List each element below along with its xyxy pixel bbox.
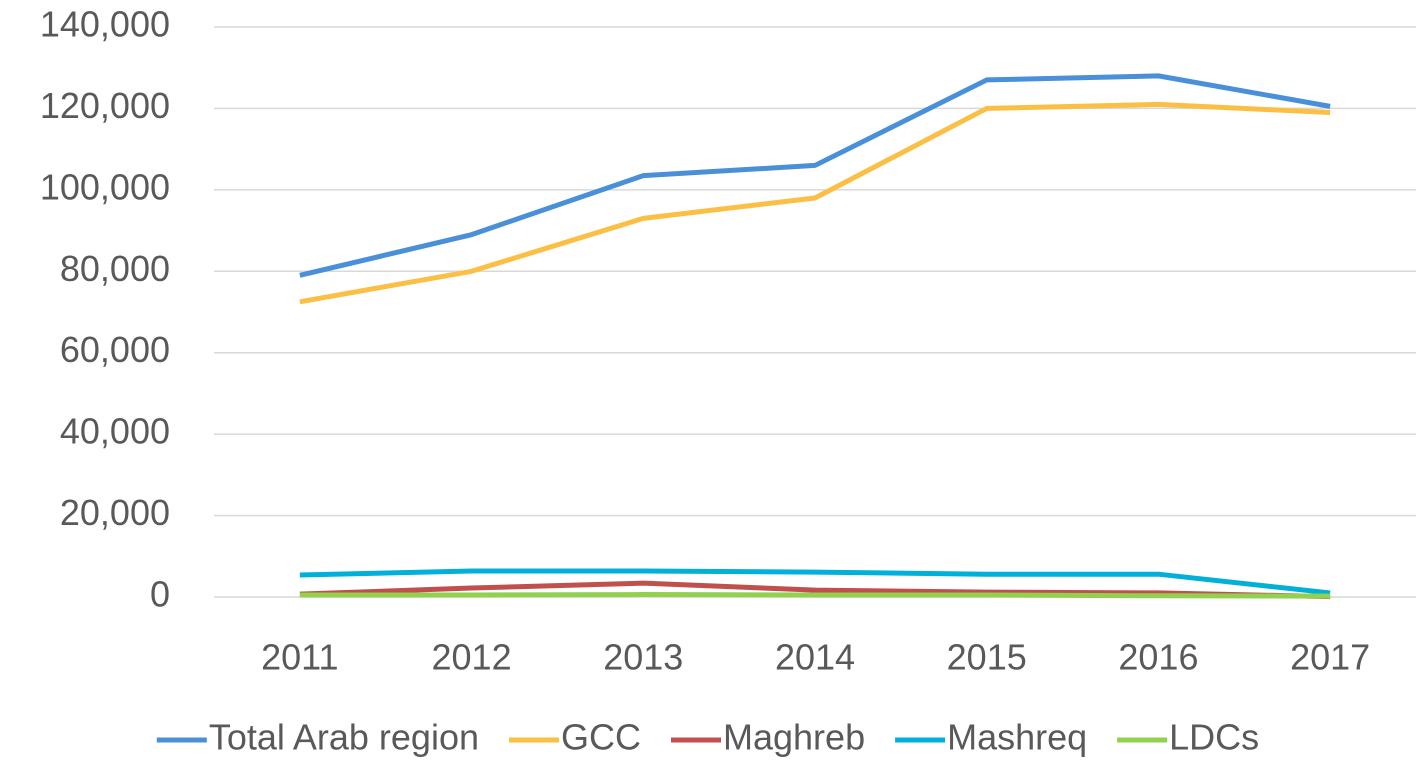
x-tick-label: 2017 (1290, 637, 1370, 678)
y-tick-label: 0 (150, 574, 170, 615)
x-tick-label: 2011 (261, 637, 338, 678)
x-tick-label: 2013 (603, 637, 683, 678)
legend-label: Maghreb (723, 717, 865, 758)
x-tick-label: 2015 (947, 637, 1027, 678)
legend-label: GCC (561, 717, 641, 758)
series-line (299, 592, 1331, 599)
series-line (299, 580, 1331, 600)
y-tick-label: 40,000 (60, 411, 170, 452)
legend-label: LDCs (1169, 717, 1259, 758)
x-tick-label: 2016 (1118, 637, 1198, 678)
series-line (299, 101, 1331, 305)
y-tick-label: 100,000 (40, 166, 170, 207)
series-line (299, 73, 1331, 278)
x-tick-label: 2012 (432, 637, 512, 678)
y-tick-label: 20,000 (60, 492, 170, 533)
legend-label: Total Arab region (209, 717, 479, 758)
x-tick-label: 2014 (775, 637, 855, 678)
series-line (299, 568, 1331, 596)
y-tick-label: 140,000 (40, 4, 170, 45)
y-tick-label: 120,000 (40, 85, 170, 126)
y-tick-label: 80,000 (60, 248, 170, 289)
legend-label: Mashreq (947, 717, 1087, 758)
y-tick-label: 60,000 (60, 329, 170, 370)
